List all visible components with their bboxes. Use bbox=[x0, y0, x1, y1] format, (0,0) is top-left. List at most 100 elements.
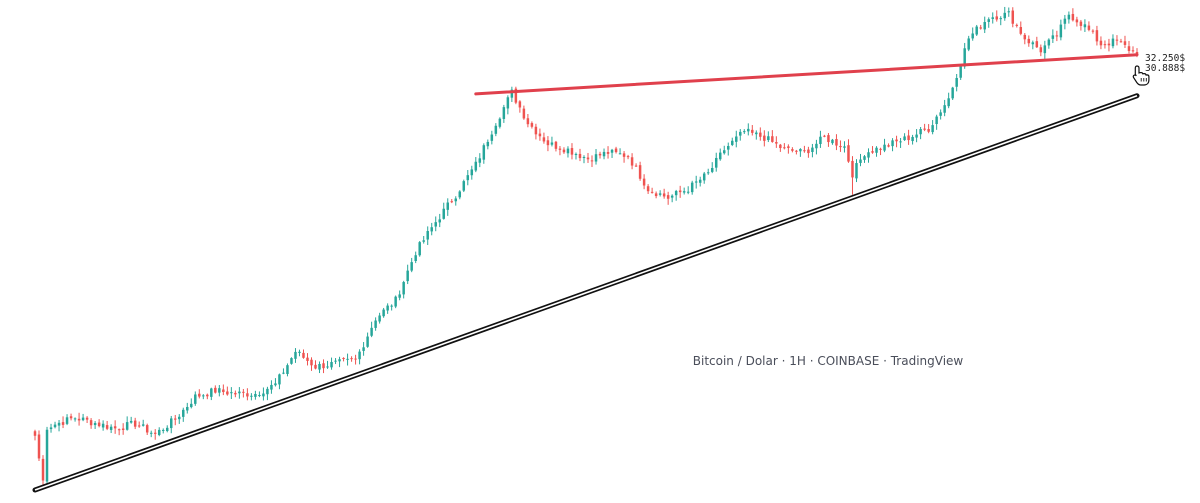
candle-body bbox=[266, 388, 269, 395]
candle-body bbox=[1115, 39, 1119, 41]
candle-body bbox=[298, 351, 301, 353]
candle-body bbox=[807, 149, 810, 154]
candle-body bbox=[322, 363, 325, 369]
candle-body bbox=[939, 112, 942, 116]
candle-body bbox=[182, 409, 185, 417]
candle-body bbox=[1023, 34, 1027, 40]
candle-body bbox=[81, 417, 85, 421]
candle-body bbox=[650, 191, 654, 193]
candle-body bbox=[606, 152, 610, 154]
candle-body bbox=[462, 181, 466, 191]
candle-body bbox=[739, 131, 742, 136]
candle-body bbox=[839, 145, 842, 148]
candle-body bbox=[354, 358, 357, 360]
candle-body bbox=[121, 428, 125, 430]
candle-body bbox=[254, 393, 257, 397]
candle-body bbox=[995, 16, 998, 20]
candle-body bbox=[919, 129, 922, 135]
candle-body bbox=[93, 422, 97, 426]
candle-body bbox=[1083, 24, 1087, 28]
candle-body bbox=[710, 167, 714, 172]
candle-body bbox=[174, 418, 177, 420]
candle-body bbox=[97, 422, 101, 427]
candle-body bbox=[490, 134, 494, 141]
candle-body bbox=[290, 358, 293, 364]
candle-body bbox=[474, 161, 478, 171]
candle-body bbox=[278, 374, 281, 385]
candle-body bbox=[983, 21, 986, 30]
candle-body bbox=[161, 429, 165, 431]
candle-body bbox=[594, 154, 598, 162]
candle-body bbox=[454, 198, 458, 202]
candle-body bbox=[1051, 35, 1055, 39]
candle-body bbox=[1107, 43, 1111, 46]
candles-layer bbox=[33, 6, 1139, 487]
candle-body bbox=[719, 152, 722, 160]
candle-body bbox=[895, 139, 898, 142]
candle-body bbox=[614, 148, 618, 153]
candle-body bbox=[226, 391, 229, 395]
candle-body bbox=[1111, 38, 1115, 47]
candle-body bbox=[859, 159, 862, 163]
candle-body bbox=[458, 191, 462, 198]
candle-body bbox=[286, 365, 289, 374]
candle-body bbox=[534, 126, 538, 135]
candle-body bbox=[875, 147, 878, 153]
candle-body bbox=[1063, 18, 1067, 24]
candle-body bbox=[234, 392, 237, 395]
candle-body bbox=[851, 160, 854, 178]
candle-body bbox=[626, 156, 630, 158]
candle-body bbox=[795, 150, 798, 152]
candle-body bbox=[638, 165, 642, 179]
candle-body bbox=[855, 163, 858, 179]
candle-body bbox=[466, 175, 470, 181]
candle-body bbox=[1039, 47, 1043, 53]
candle-body bbox=[871, 151, 874, 153]
candle-body bbox=[430, 227, 433, 232]
candle-body bbox=[779, 144, 782, 149]
candle-body bbox=[170, 418, 173, 429]
candle-body bbox=[763, 135, 766, 141]
candle-body bbox=[566, 148, 570, 154]
candle-body bbox=[690, 182, 694, 193]
candle-body bbox=[418, 242, 421, 256]
candle-body bbox=[694, 181, 698, 183]
candle-body bbox=[214, 387, 217, 393]
candle-body bbox=[915, 134, 918, 138]
candle-body bbox=[835, 139, 838, 146]
candle-body bbox=[610, 149, 614, 153]
candle-body bbox=[502, 107, 506, 119]
candle-body bbox=[101, 423, 105, 428]
candle-body bbox=[743, 131, 746, 133]
candle-body bbox=[382, 309, 385, 317]
candle-body bbox=[334, 360, 337, 362]
candle-body bbox=[314, 364, 317, 369]
candle-body bbox=[41, 458, 45, 481]
candle-body bbox=[674, 190, 678, 196]
candle-body bbox=[1131, 50, 1135, 52]
candle-body bbox=[678, 190, 682, 193]
candle-body bbox=[262, 393, 265, 397]
resistance-trendline[interactable] bbox=[474, 53, 1139, 96]
candle-body bbox=[971, 33, 974, 39]
candle-body bbox=[530, 123, 534, 127]
candle-body bbox=[37, 434, 41, 459]
candle-body bbox=[326, 366, 329, 368]
candle-body bbox=[618, 153, 622, 155]
candle-body bbox=[1075, 19, 1079, 23]
candle-body bbox=[338, 359, 341, 362]
candle-body bbox=[706, 172, 710, 174]
candle-body bbox=[955, 77, 958, 87]
candle-body bbox=[883, 144, 886, 151]
candle-body bbox=[294, 351, 297, 359]
candle-body bbox=[518, 101, 522, 108]
candle-body bbox=[274, 383, 277, 386]
candle-body bbox=[133, 420, 137, 427]
candle-body bbox=[1027, 38, 1031, 44]
candle-body bbox=[165, 427, 169, 432]
candle-body bbox=[510, 89, 514, 98]
candle-body bbox=[442, 208, 445, 219]
candle-body bbox=[1007, 11, 1011, 13]
price-label-upper: 32.250$ bbox=[1145, 53, 1185, 64]
